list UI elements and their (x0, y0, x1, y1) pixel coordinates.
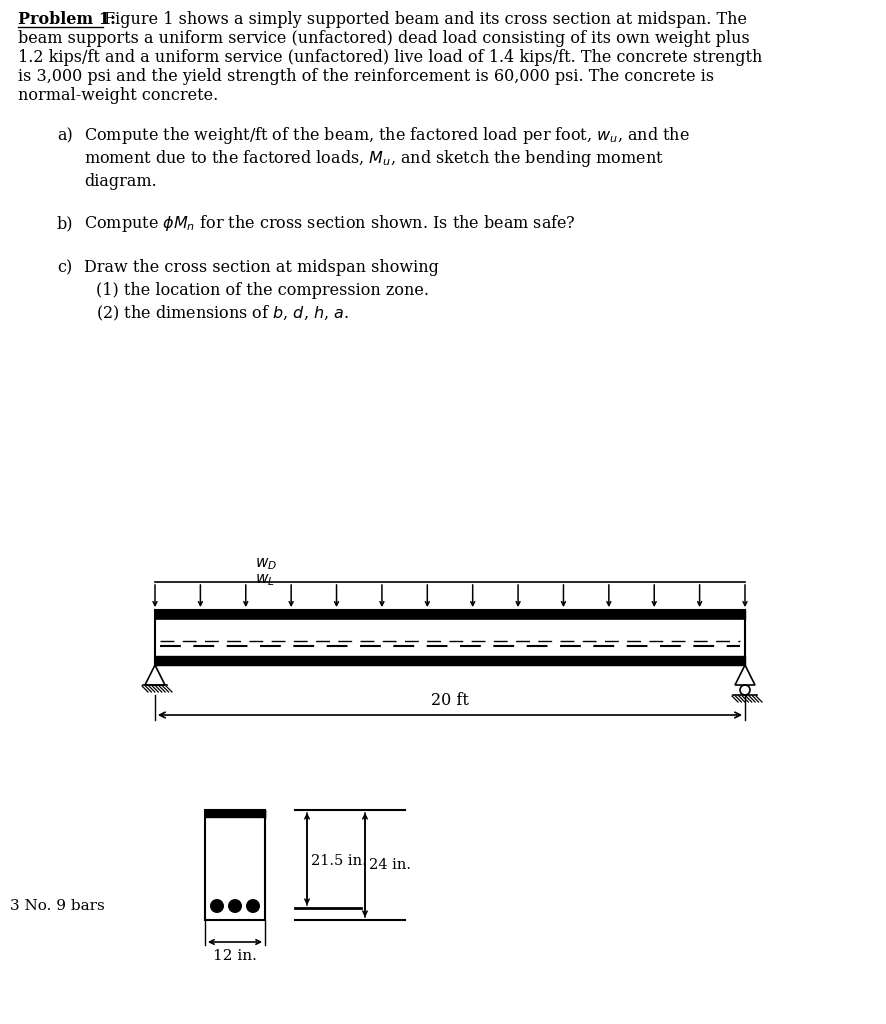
Text: is 3,000 psi and the yield strength of the reinforcement is 60,000 psi. The conc: is 3,000 psi and the yield strength of t… (18, 68, 713, 85)
Text: c): c) (57, 259, 72, 276)
Text: beam supports a uniform service (unfactored) dead load consisting of its own wei: beam supports a uniform service (unfacto… (18, 30, 749, 47)
Bar (205, 810, 265, 920)
Text: Problem 1:: Problem 1: (18, 11, 116, 28)
Text: Compute the weight/ft of the beam, the factored load per foot, $w_u$, and the: Compute the weight/ft of the beam, the f… (84, 125, 689, 146)
Text: a): a) (57, 127, 73, 144)
Text: 12 in.: 12 in. (213, 949, 257, 963)
Text: 24 in.: 24 in. (369, 858, 410, 872)
Text: $w_D$: $w_D$ (254, 556, 276, 571)
Text: (2) the dimensions of $b$, $d$, $h$, $a$.: (2) the dimensions of $b$, $d$, $h$, $a$… (96, 303, 348, 323)
Text: Draw the cross section at midspan showing: Draw the cross section at midspan showin… (84, 259, 439, 276)
Text: diagram.: diagram. (84, 173, 157, 190)
Text: normal-weight concrete.: normal-weight concrete. (18, 87, 218, 104)
Text: 20 ft: 20 ft (431, 692, 469, 709)
Text: b): b) (57, 215, 74, 232)
Text: (1) the location of the compression zone.: (1) the location of the compression zone… (96, 282, 429, 299)
Circle shape (210, 899, 224, 913)
Text: 3 No. 9 bars: 3 No. 9 bars (10, 899, 105, 913)
Circle shape (228, 899, 242, 913)
Text: Figure 1 shows a simply supported beam and its cross section at midspan. The: Figure 1 shows a simply supported beam a… (104, 11, 746, 28)
Circle shape (245, 899, 260, 913)
Bar (155, 610, 744, 665)
Text: Compute $\phi M_n$ for the cross section shown. Is the beam safe?: Compute $\phi M_n$ for the cross section… (84, 213, 575, 234)
Text: moment due to the factored loads, $M_u$, and sketch the bending moment: moment due to the factored loads, $M_u$,… (84, 148, 664, 169)
Text: $w_L$: $w_L$ (254, 572, 275, 588)
Text: 1.2 kips/ft and a uniform service (unfactored) live load of 1.4 kips/ft. The con: 1.2 kips/ft and a uniform service (unfac… (18, 49, 761, 66)
Text: 21.5 in.: 21.5 in. (311, 854, 366, 868)
